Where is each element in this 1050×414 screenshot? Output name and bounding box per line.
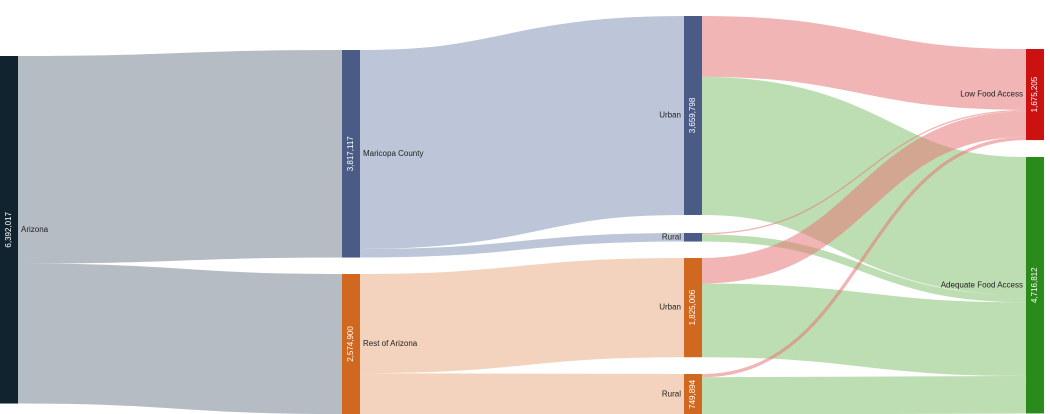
node-value-adeq: 4,716,812 [1030,267,1039,303]
node-ra[interactable] [342,274,360,414]
node-az[interactable] [0,56,18,404]
node-mcr[interactable] [684,233,702,242]
link-mcr-to-low [701,109,1027,235]
sankey-links [17,16,1028,414]
node-value-rau: 1,825,006 [688,289,697,325]
node-label-ra: Rest of Arizona [363,339,418,348]
link-ra-to-rar [359,373,685,414]
link-mcr-to-adeq [701,234,1027,303]
node-low[interactable] [1026,49,1044,141]
sankey-nodes [0,16,1044,414]
link-rar-to-adeq [701,375,1027,414]
node-value-low: 1,675,205 [1030,76,1039,112]
node-label-mcr: Rural [662,232,681,241]
link-mc-to-mcu [359,16,685,249]
node-value-mcu: 3,659,798 [688,97,697,133]
link-rar-to-low [701,136,1027,378]
node-label-az: Arizona [21,225,49,234]
link-rau-to-low [701,111,1027,284]
node-rar[interactable] [684,374,702,414]
node-value-ra: 2,574,900 [346,326,355,362]
link-mcu-to-low [701,16,1027,110]
node-label-mc: Maricopa County [363,149,423,158]
node-label-mcu: Urban [659,111,681,120]
node-label-low: Low Food Access [960,90,1023,99]
node-label-rau: Urban [659,303,681,312]
node-value-az: 6,392,017 [4,211,13,247]
node-value-rar: 749,894 [688,379,697,408]
sankey-labels: 6,392,017 Arizona 3,817,117 Maricopa County… [4,76,1039,409]
node-rau[interactable] [684,258,702,358]
link-mc-to-mcr [359,233,685,258]
node-mc[interactable] [342,50,360,258]
link-az-to-ra [17,263,343,414]
node-value-mc: 3,817,117 [346,136,355,172]
link-az-to-mc [17,49,343,264]
link-rau-to-adeq [701,283,1027,376]
node-adeq[interactable] [1026,157,1044,414]
node-label-adeq: Adequate Food Access [941,280,1023,289]
node-mcu[interactable] [684,16,702,215]
link-ra-to-rau [359,258,685,374]
node-label-rar: Rural [662,389,681,398]
